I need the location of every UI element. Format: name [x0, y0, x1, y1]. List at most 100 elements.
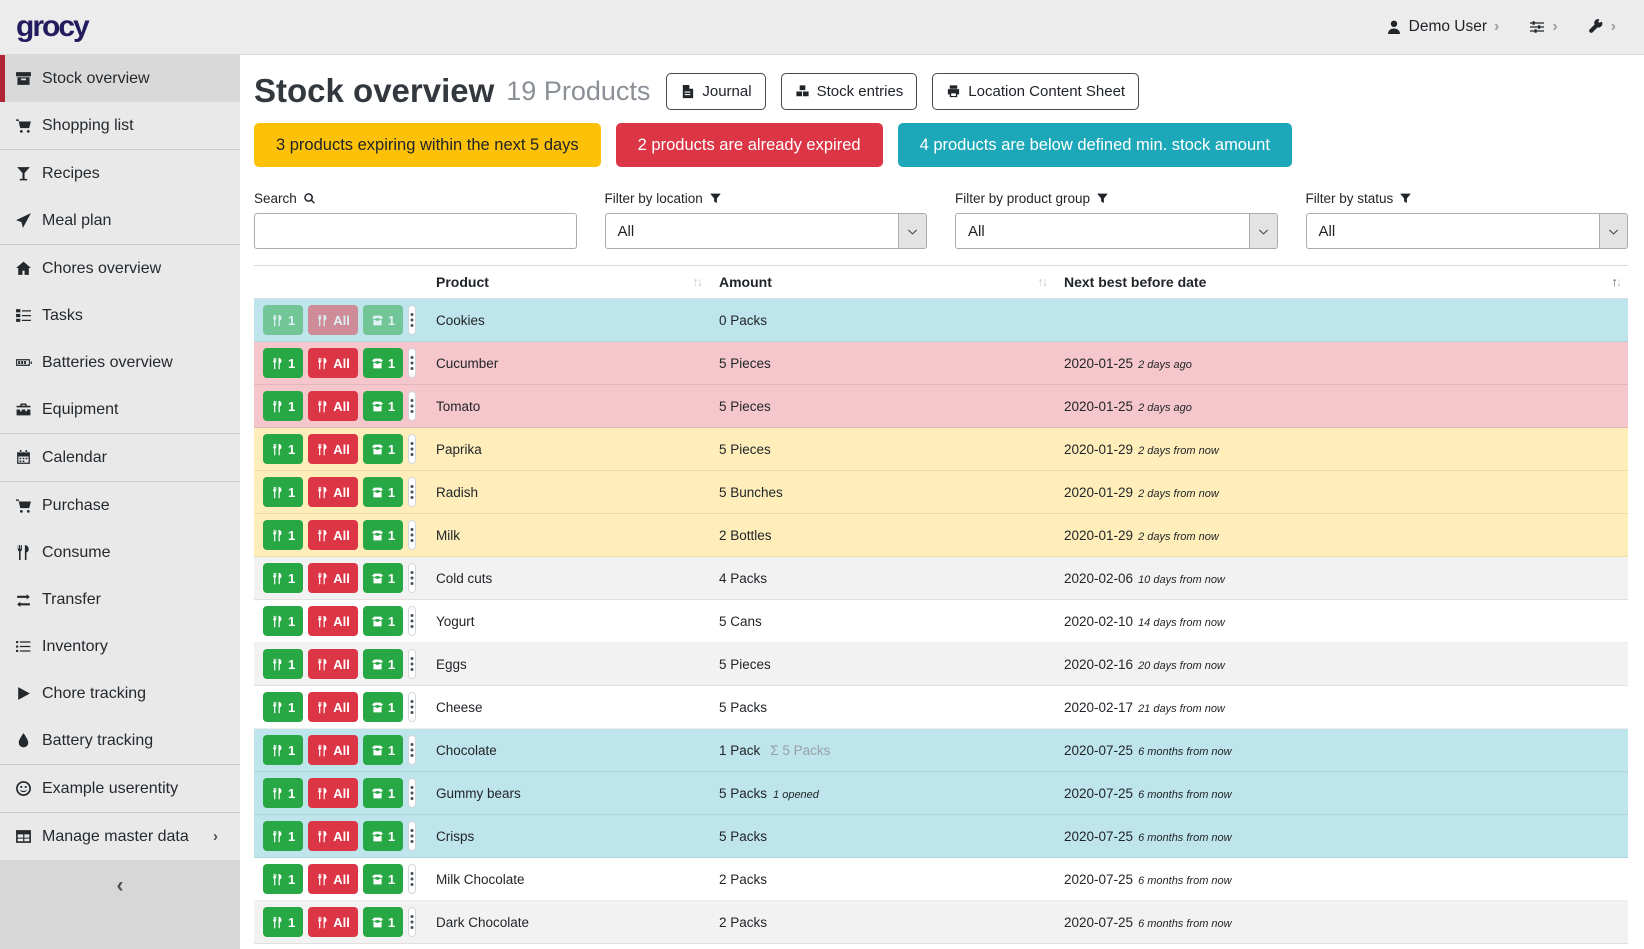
consume-one-button[interactable]: 1	[263, 391, 304, 421]
consume-all-button[interactable]: All	[308, 563, 358, 593]
sidebar-item-equipment[interactable]: Equipment	[0, 386, 240, 433]
open-one-button[interactable]: 1	[362, 735, 404, 765]
row-menu-button[interactable]	[408, 735, 416, 765]
sidebar-item-manage-master-data[interactable]: Manage master data ›	[0, 813, 240, 860]
location-filter-select[interactable]: All	[604, 213, 927, 249]
alert-warning[interactable]: 3 products expiring within the next 5 da…	[254, 123, 601, 167]
open-one-button[interactable]: 1	[362, 305, 404, 335]
row-menu-button[interactable]	[408, 348, 416, 378]
sidebar-item-shopping-list[interactable]: Shopping list	[0, 102, 240, 149]
sidebar-item-stock-overview[interactable]: Stock overview	[0, 55, 240, 102]
status-filter-label: Filter by status	[1306, 191, 1629, 206]
droplet-icon	[15, 732, 32, 749]
consume-one-button[interactable]: 1	[263, 563, 304, 593]
row-menu-button[interactable]	[408, 907, 416, 937]
consume-one-button[interactable]: 1	[263, 735, 304, 765]
consume-all-button[interactable]: All	[308, 735, 358, 765]
sidebar-item-transfer[interactable]: Transfer	[0, 576, 240, 623]
product-column-header[interactable]: Product ↑↓	[436, 274, 703, 290]
consume-all-button[interactable]: All	[308, 692, 358, 722]
open-one-button[interactable]: 1	[362, 649, 404, 679]
open-one-button[interactable]: 1	[362, 778, 404, 808]
open-one-button[interactable]: 1	[362, 606, 404, 636]
product-name: Crisps	[436, 828, 475, 844]
row-menu-button[interactable]	[408, 864, 416, 894]
sidebar-item-calendar[interactable]: Calendar	[0, 434, 240, 481]
sidebar-item-purchase[interactable]: Purchase	[0, 482, 240, 529]
consume-one-button[interactable]: 1	[263, 305, 304, 335]
row-menu-button[interactable]	[408, 649, 416, 679]
consume-one-button[interactable]: 1	[263, 520, 304, 550]
header-button-stock-entries[interactable]: Stock entries	[780, 72, 918, 110]
consume-all-button[interactable]: All	[308, 864, 358, 894]
open-one-button[interactable]: 1	[362, 348, 404, 378]
consume-one-button[interactable]: 1	[263, 434, 304, 464]
header-button-location-content-sheet[interactable]: Location Content Sheet	[932, 72, 1140, 110]
sidebar-item-recipes[interactable]: Recipes	[0, 150, 240, 197]
consume-all-button[interactable]: All	[308, 778, 358, 808]
sidebar-item-chore-tracking[interactable]: Chore tracking	[0, 670, 240, 717]
sidebar-collapse-button[interactable]: ‹	[116, 874, 124, 897]
status-filter-select[interactable]: All	[1305, 213, 1628, 249]
row-menu-button[interactable]	[408, 520, 416, 550]
sidebar-item-batteries-overview[interactable]: Batteries overview	[0, 339, 240, 386]
sidebar-item-chores-overview[interactable]: Chores overview	[0, 245, 240, 292]
consume-one-button[interactable]: 1	[263, 649, 304, 679]
app-logo[interactable]: grocy	[16, 10, 90, 43]
open-one-button[interactable]: 1	[362, 864, 404, 894]
consume-all-button[interactable]: All	[308, 649, 358, 679]
amount-column-header[interactable]: Amount ↑↓	[719, 274, 1048, 290]
row-menu-button[interactable]	[408, 305, 416, 335]
row-menu-button[interactable]	[408, 692, 416, 722]
open-one-button[interactable]: 1	[362, 520, 404, 550]
amount-value: 1 Pack	[719, 742, 761, 758]
search-input[interactable]	[254, 213, 577, 249]
sidebar-item-meal-plan[interactable]: Meal plan	[0, 197, 240, 244]
date-column-header[interactable]: Next best before date ↑↓	[1064, 274, 1622, 290]
date-relative-note: 6 months from now	[1138, 917, 1232, 930]
row-menu-button[interactable]	[408, 821, 416, 851]
open-one-button[interactable]: 1	[362, 434, 404, 464]
user-menu[interactable]: Demo User ›	[1386, 18, 1499, 36]
consume-all-button[interactable]: All	[308, 434, 358, 464]
row-menu-button[interactable]	[408, 477, 416, 507]
row-menu-button[interactable]	[408, 606, 416, 636]
sidebar-item-battery-tracking[interactable]: Battery tracking	[0, 717, 240, 764]
open-one-button[interactable]: 1	[362, 821, 404, 851]
consume-all-button[interactable]: All	[308, 348, 358, 378]
open-one-button[interactable]: 1	[362, 391, 404, 421]
row-menu-button[interactable]	[408, 563, 416, 593]
open-one-button[interactable]: 1	[362, 477, 404, 507]
consume-one-button[interactable]: 1	[263, 864, 304, 894]
consume-all-button[interactable]: All	[308, 477, 358, 507]
consume-one-button[interactable]: 1	[263, 477, 304, 507]
sidebar-item-consume[interactable]: Consume	[0, 529, 240, 576]
consume-all-button[interactable]: All	[308, 305, 358, 335]
consume-one-button[interactable]: 1	[263, 606, 304, 636]
consume-one-button[interactable]: 1	[263, 907, 304, 937]
product-group-filter-select[interactable]: All	[955, 213, 1278, 249]
admin-menu[interactable]: ›	[1588, 18, 1616, 36]
consume-all-button[interactable]: All	[308, 907, 358, 937]
sidebar-item-example-userentity[interactable]: Example userentity	[0, 765, 240, 812]
consume-all-button[interactable]: All	[308, 606, 358, 636]
consume-one-button[interactable]: 1	[263, 692, 304, 722]
sidebar-item-tasks[interactable]: Tasks	[0, 292, 240, 339]
alert-danger[interactable]: 2 products are already expired	[615, 123, 883, 167]
consume-one-button[interactable]: 1	[263, 348, 304, 378]
open-one-button[interactable]: 1	[362, 907, 404, 937]
settings-menu[interactable]: ›	[1529, 18, 1558, 36]
consume-all-button[interactable]: All	[308, 520, 358, 550]
open-one-button[interactable]: 1	[362, 692, 404, 722]
row-menu-button[interactable]	[408, 434, 416, 464]
consume-one-button[interactable]: 1	[263, 821, 304, 851]
sidebar-item-inventory[interactable]: Inventory	[0, 623, 240, 670]
alert-info[interactable]: 4 products are below defined min. stock …	[897, 123, 1292, 167]
header-button-journal[interactable]: Journal	[666, 72, 766, 110]
consume-all-button[interactable]: All	[308, 391, 358, 421]
row-menu-button[interactable]	[408, 778, 416, 808]
consume-all-button[interactable]: All	[308, 821, 358, 851]
row-menu-button[interactable]	[408, 391, 416, 421]
open-one-button[interactable]: 1	[362, 563, 404, 593]
consume-one-button[interactable]: 1	[263, 778, 304, 808]
